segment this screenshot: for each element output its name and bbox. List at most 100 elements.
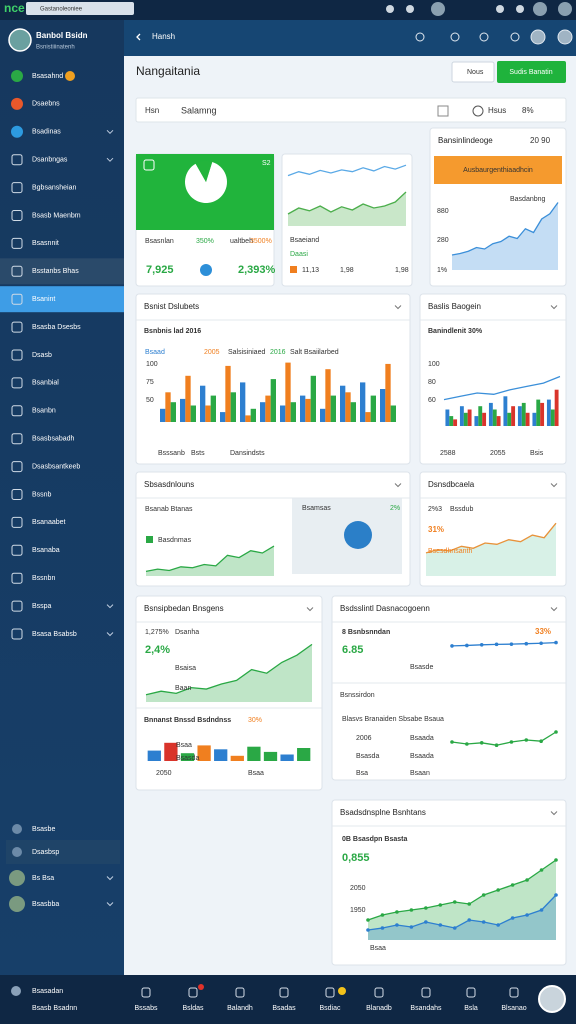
- nav-icon[interactable]: [188, 987, 198, 998]
- menu-item[interactable]: Bsasbba: [32, 901, 59, 908]
- status-icon[interactable]: [431, 2, 445, 16]
- point: [452, 926, 457, 930]
- nav-icon[interactable]: [421, 987, 431, 998]
- chevron[interactable]: [106, 129, 114, 135]
- button-label[interactable]: Sudis Banatin: [509, 69, 552, 76]
- header-icon[interactable]: [510, 32, 520, 42]
- nav-label[interactable]: Bsandahs: [410, 1005, 442, 1012]
- card-text: Basdnmas: [158, 537, 192, 544]
- header-icon[interactable]: [557, 29, 573, 45]
- menu-item[interactable]: Dsaebns: [32, 101, 60, 108]
- menu-item[interactable]: Bsspa: [32, 603, 52, 610]
- menu-item[interactable]: Dsasb: [32, 352, 52, 359]
- status-icon[interactable]: [533, 2, 547, 16]
- nav-label[interactable]: Bsla: [464, 1005, 478, 1012]
- nav-avatar[interactable]: [538, 985, 566, 1013]
- chevron[interactable]: [106, 902, 114, 907]
- point: [479, 643, 484, 647]
- filter-item[interactable]: Hsus: [488, 106, 506, 115]
- status-icon[interactable]: [496, 5, 504, 13]
- chevron[interactable]: [106, 604, 114, 609]
- chevron[interactable]: [550, 483, 558, 488]
- nav-icon[interactable]: [141, 987, 151, 998]
- back-icon[interactable]: [136, 33, 141, 41]
- card-icon: [143, 159, 155, 171]
- search-box[interactable]: [26, 2, 134, 15]
- nav-label[interactable]: Blsanao: [501, 1005, 526, 1012]
- menu-item[interactable]: Dsasbsp: [32, 849, 59, 856]
- filter-item[interactable]: Salamng: [181, 105, 217, 115]
- status-icon[interactable]: [386, 5, 394, 13]
- chevron[interactable]: [106, 632, 114, 637]
- chevron[interactable]: [106, 157, 114, 162]
- bar: [340, 385, 346, 422]
- footer-text: Bsasb Bsadnn: [32, 1005, 77, 1012]
- nav-label[interactable]: Bsldas: [182, 1005, 204, 1012]
- menu-item[interactable]: Bsanaba: [32, 547, 60, 554]
- nav-icon[interactable]: [466, 987, 476, 998]
- menu-item[interactable]: Bsasa Bsabsb: [32, 631, 77, 638]
- chevron[interactable]: [106, 876, 114, 881]
- bar: [507, 412, 512, 426]
- nav-label[interactable]: Balandh: [227, 1005, 253, 1012]
- nav-icon[interactable]: [374, 987, 384, 998]
- chevron[interactable]: [550, 607, 558, 612]
- nav-label[interactable]: Bsdiac: [319, 1005, 341, 1012]
- menu-item[interactable]: Bs Bsa: [32, 875, 54, 882]
- header-icon[interactable]: [450, 32, 460, 42]
- menu-item[interactable]: Bsasbe: [32, 826, 55, 833]
- chevron[interactable]: [306, 607, 314, 612]
- bar: [554, 389, 559, 426]
- chevron[interactable]: [394, 483, 402, 488]
- button[interactable]: [451, 61, 495, 83]
- card-text: 2,393%: [238, 264, 276, 276]
- filter-item[interactable]: 8%: [522, 106, 534, 115]
- status-icon[interactable]: [406, 5, 414, 13]
- menu-item[interactable]: Bsstanbs Bhas: [32, 268, 79, 275]
- menu-item[interactable]: Bsanbial: [32, 380, 59, 387]
- menu-item[interactable]: Bsasahnd: [32, 73, 63, 80]
- card-text: Bsaad: [145, 349, 165, 356]
- menu-item[interactable]: Dsasbsantkeeb: [32, 463, 80, 470]
- card-text: Salsisiniaed: [228, 349, 265, 356]
- menu-item[interactable]: Bgbsansheian: [32, 184, 76, 191]
- menu-item[interactable]: Dsanbngas: [32, 157, 68, 164]
- menu-item[interactable]: Bsanaabet: [32, 519, 66, 526]
- menu-item[interactable]: Bsasb Maenbm: [32, 212, 81, 219]
- menu-item[interactable]: Bsanint: [32, 296, 55, 303]
- nav-icon[interactable]: [509, 987, 519, 998]
- menu-item[interactable]: Bssnbn: [32, 575, 55, 582]
- header-icon[interactable]: [415, 32, 425, 42]
- line: [145, 643, 313, 696]
- point: [467, 902, 472, 906]
- nav-label[interactable]: Blanadb: [366, 1005, 392, 1012]
- menu-item[interactable]: Bsadinas: [32, 129, 61, 136]
- card-text: 50: [146, 397, 154, 404]
- nav-label[interactable]: Bsadas: [272, 1005, 296, 1012]
- nav-icon[interactable]: [279, 987, 289, 998]
- area-fill: [146, 546, 274, 576]
- menu-item[interactable]: Bsasba Dsesbs: [32, 324, 81, 331]
- filter-icon[interactable]: [472, 105, 484, 117]
- menu-item[interactable]: Bsasnnit: [32, 240, 59, 247]
- menu-item[interactable]: Bsasbsabadh: [32, 436, 75, 443]
- chevron[interactable]: [394, 305, 402, 310]
- bar: [550, 409, 555, 426]
- status-icon[interactable]: [516, 5, 524, 13]
- chevron[interactable]: [550, 811, 558, 816]
- menu-icon: [9, 870, 25, 886]
- button[interactable]: [497, 61, 566, 83]
- nav-icon[interactable]: [235, 987, 245, 998]
- header-icon[interactable]: [479, 32, 489, 42]
- button-label[interactable]: Nous: [467, 69, 484, 76]
- filter-item[interactable]: Hsn: [145, 106, 159, 115]
- menu-item[interactable]: Bssnb: [32, 491, 52, 498]
- nav-icon[interactable]: [325, 987, 335, 998]
- menu-item[interactable]: Bsanbn: [32, 408, 56, 415]
- header-icon[interactable]: [530, 29, 546, 45]
- nav-label[interactable]: Bssabs: [135, 1005, 158, 1012]
- menu-icon: [11, 544, 23, 556]
- filter-icon[interactable]: [437, 105, 449, 117]
- status-icon[interactable]: [558, 2, 572, 16]
- chevron[interactable]: [550, 305, 558, 310]
